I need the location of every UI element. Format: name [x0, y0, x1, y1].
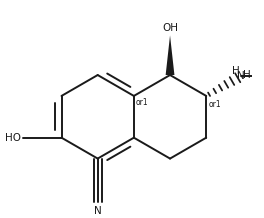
Text: OH: OH [162, 23, 178, 33]
Text: or1: or1 [208, 100, 221, 109]
Text: H: H [243, 70, 251, 80]
Text: or1: or1 [136, 98, 149, 107]
Text: N: N [237, 71, 244, 81]
Text: H: H [232, 66, 240, 76]
Polygon shape [166, 35, 175, 75]
Text: N: N [94, 206, 102, 216]
Text: HO: HO [5, 133, 21, 143]
